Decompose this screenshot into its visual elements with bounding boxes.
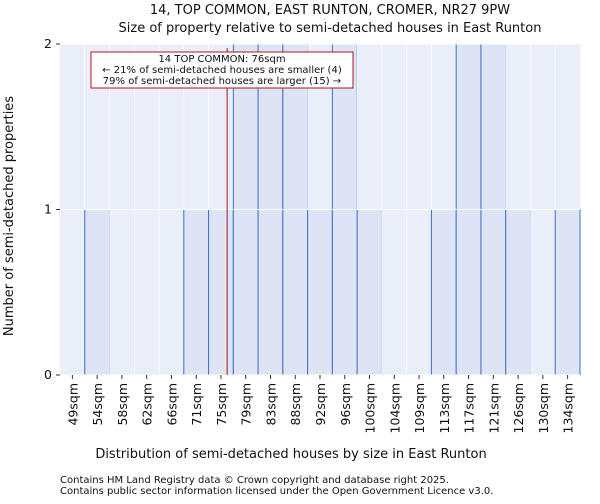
x-tick-label: 71sqm (189, 383, 204, 426)
bar (183, 209, 210, 376)
x-tick-label: 104sqm (387, 383, 402, 433)
x-tick-label: 92sqm (313, 383, 328, 426)
bar (208, 209, 234, 376)
x-tick-label: 79sqm (239, 383, 254, 426)
x-tick-label: 75sqm (214, 383, 229, 426)
x-tick-label: 54sqm (90, 383, 105, 426)
y-tick-label: 1 (44, 202, 52, 217)
annotation-box: 14 TOP COMMON: 76sqm ← 21% of semi-detac… (90, 51, 354, 89)
x-tick-label: 130sqm (536, 383, 551, 433)
annotation-line-1: 14 TOP COMMON: 76sqm (158, 54, 285, 65)
y-axis-label: Number of semi-detached properties (2, 96, 17, 336)
bar (356, 209, 383, 376)
bars-group (59, 43, 581, 376)
x-axis-label: Distribution of semi-detached houses by … (95, 447, 486, 462)
bar (430, 209, 457, 376)
x-tick-label: 58sqm (115, 383, 130, 426)
x-tick-label: 83sqm (263, 383, 278, 426)
x-tick-label: 113sqm (437, 383, 452, 433)
y-tick-label: 0 (44, 367, 52, 382)
y-ticks-group: 0 1 2 (44, 36, 60, 382)
x-tick-label: 96sqm (338, 383, 353, 426)
x-tick-label: 117sqm (462, 383, 477, 433)
x-tick-label: 126sqm (511, 383, 526, 433)
bar (84, 209, 111, 376)
footer-line-1: Contains HM Land Registry data © Crown c… (60, 475, 449, 486)
x-tick-label: 100sqm (363, 383, 378, 433)
x-tick-label: 88sqm (288, 383, 303, 426)
chart-subtitle: Size of property relative to semi-detach… (119, 21, 542, 36)
annotation-line-3: 79% of semi-detached houses are larger (… (103, 76, 341, 87)
annotation-border (90, 51, 354, 89)
chart-title: 14, TOP COMMON, EAST RUNTON, CROMER, NR2… (150, 3, 510, 18)
x-tick-label: 62sqm (140, 383, 155, 426)
bar (554, 209, 581, 376)
footer-line-2: Contains public sector information licen… (60, 486, 493, 497)
y-tick-label: 2 (44, 36, 52, 51)
bar (307, 209, 333, 376)
x-tick-label: 109sqm (412, 383, 427, 433)
bar (505, 209, 531, 376)
annotation-line-2: ← 21% of semi-detached houses are smalle… (102, 65, 342, 76)
x-tick-label: 121sqm (486, 383, 501, 433)
x-tick-label: 66sqm (164, 383, 179, 426)
x-ticks-group: 49sqm 54sqm 58sqm 62sqm 66sqm 71sqm 75sqm 79sqm… (65, 375, 576, 433)
x-tick-label: 49sqm (65, 383, 80, 426)
x-tick-label: 134sqm (561, 383, 576, 433)
